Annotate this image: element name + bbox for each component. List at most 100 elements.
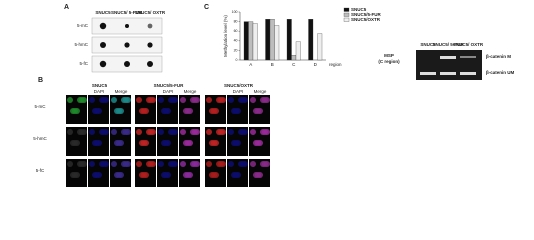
y-tick-label: 40: [234, 39, 238, 43]
y-tick-label: 80: [234, 20, 238, 24]
column-header: DAPI: [233, 89, 244, 94]
cell: [139, 140, 145, 146]
column-header: SNUC5: [95, 10, 111, 15]
cell: [67, 129, 73, 135]
cell: [228, 161, 234, 167]
bar: [295, 41, 301, 61]
legend-label: SNUC5/5-FUR: [351, 12, 382, 17]
legend-label: SNUC5/OXTR: [351, 17, 381, 22]
cell: [168, 161, 174, 167]
group-header: SNUC5/5-FUR: [154, 83, 185, 88]
cell: [161, 172, 167, 178]
cell: [67, 97, 73, 103]
cell: [89, 97, 95, 103]
cell: [180, 129, 186, 135]
cell: [139, 172, 145, 178]
cell: [228, 97, 234, 103]
bar: [274, 25, 280, 61]
cell: [260, 161, 266, 167]
band-label: β-catenin M: [486, 54, 511, 59]
x-tick-label: A: [249, 62, 252, 67]
y-axis-label: Methylation level (%): [223, 15, 228, 57]
cell: [111, 161, 117, 167]
cell: [180, 161, 186, 167]
cell: [183, 108, 189, 114]
row-label: 5-hmC: [74, 42, 88, 47]
cell: [158, 161, 164, 167]
cell: [70, 108, 76, 114]
cell: [206, 161, 212, 167]
bar: [291, 55, 297, 61]
cell: [146, 97, 152, 103]
x-tick-label: B: [271, 62, 274, 67]
cell: [114, 140, 120, 146]
x-tick-label: D: [314, 62, 318, 67]
row-label: 5-hmC: [33, 136, 47, 141]
cell: [136, 97, 142, 103]
row-label: 5-mC: [77, 23, 89, 28]
cell: [77, 97, 83, 103]
legend-swatch: [343, 17, 350, 22]
cell: [92, 108, 98, 114]
bar: [308, 19, 314, 61]
cell: [216, 97, 222, 103]
legend-swatch: [343, 12, 350, 17]
cell: [250, 129, 256, 135]
msp-label: (C region): [378, 59, 400, 64]
cell: [111, 97, 117, 103]
cell: [190, 161, 196, 167]
y-tick-label: 60: [234, 29, 238, 33]
cell: [206, 129, 212, 135]
cell: [231, 140, 237, 146]
cell: [146, 129, 152, 135]
cell: [67, 161, 73, 167]
cell: [136, 161, 142, 167]
blot-dots: [99, 22, 153, 68]
msp-label: MSP: [384, 53, 394, 58]
cell: [216, 161, 222, 167]
column-header: SNUC5/ OXTR: [453, 42, 484, 47]
column-header: Merge: [184, 89, 197, 94]
bar: [243, 21, 249, 61]
cell: [253, 172, 259, 178]
cell: [89, 161, 95, 167]
bar: [286, 19, 292, 61]
y-tick-label: 20: [234, 48, 238, 52]
cell: [121, 161, 127, 167]
cell: [209, 108, 215, 114]
legend-swatch: [343, 7, 350, 12]
cell: [183, 140, 189, 146]
bar: [252, 23, 258, 61]
cell: [216, 129, 222, 135]
cell: [99, 97, 105, 103]
panel-label: B: [38, 77, 43, 84]
cell: [114, 172, 120, 178]
cell: [260, 129, 266, 135]
cell: [228, 129, 234, 135]
cell: [92, 140, 98, 146]
cell: [238, 129, 244, 135]
legend-label: SNUC5: [351, 7, 367, 12]
cell: [206, 97, 212, 103]
cell: [168, 97, 174, 103]
column-header: DAPI: [94, 89, 105, 94]
cell: [139, 108, 145, 114]
bar: [265, 19, 271, 61]
y-tick-label: 0: [236, 58, 238, 62]
cell: [209, 140, 215, 146]
cell: [158, 129, 164, 135]
cell: [77, 161, 83, 167]
cell: [146, 161, 152, 167]
group-header: SNUC5/OXTR: [224, 83, 254, 88]
cell: [238, 161, 244, 167]
x-axis-label: region: [329, 62, 342, 67]
cell: [99, 161, 105, 167]
column-header: Merge: [254, 89, 267, 94]
cell: [231, 108, 237, 114]
column-header: SNUC5: [420, 42, 436, 47]
cell: [99, 129, 105, 135]
cell: [161, 108, 167, 114]
cell: [168, 129, 174, 135]
cell: [121, 129, 127, 135]
